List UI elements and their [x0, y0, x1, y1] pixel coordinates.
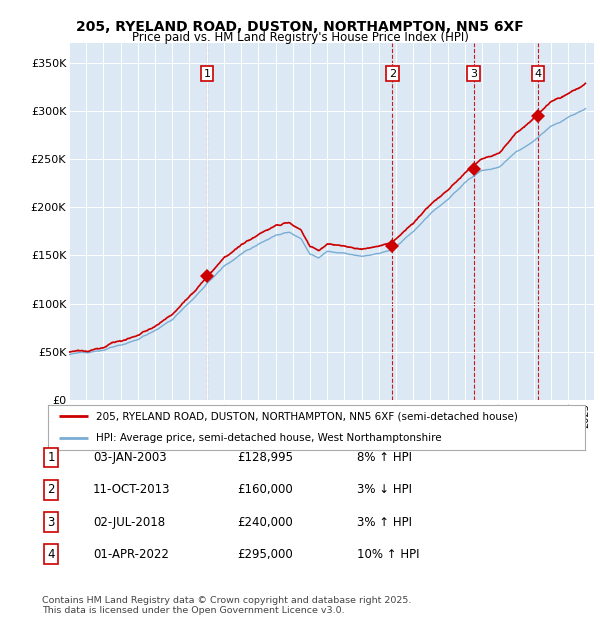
Text: 205, RYELAND ROAD, DUSTON, NORTHAMPTON, NN5 6XF (semi-detached house): 205, RYELAND ROAD, DUSTON, NORTHAMPTON, … [97, 411, 518, 421]
Text: £295,000: £295,000 [237, 548, 293, 560]
Text: 10% ↑ HPI: 10% ↑ HPI [357, 548, 419, 560]
Text: 3% ↑ HPI: 3% ↑ HPI [357, 516, 412, 528]
Text: 4: 4 [47, 548, 55, 560]
Text: 02-JUL-2018: 02-JUL-2018 [93, 516, 165, 528]
Text: 1: 1 [203, 69, 211, 79]
Text: 4: 4 [535, 69, 542, 79]
Text: Price paid vs. HM Land Registry's House Price Index (HPI): Price paid vs. HM Land Registry's House … [131, 31, 469, 44]
Text: 1: 1 [47, 451, 55, 464]
Text: 01-APR-2022: 01-APR-2022 [93, 548, 169, 560]
Text: 3% ↓ HPI: 3% ↓ HPI [357, 484, 412, 496]
Text: 3: 3 [470, 69, 477, 79]
Text: Contains HM Land Registry data © Crown copyright and database right 2025.
This d: Contains HM Land Registry data © Crown c… [42, 596, 412, 615]
Text: 205, RYELAND ROAD, DUSTON, NORTHAMPTON, NN5 6XF: 205, RYELAND ROAD, DUSTON, NORTHAMPTON, … [76, 20, 524, 34]
Text: 2: 2 [47, 484, 55, 496]
Text: 11-OCT-2013: 11-OCT-2013 [93, 484, 170, 496]
Text: £128,995: £128,995 [237, 451, 293, 464]
Text: 8% ↑ HPI: 8% ↑ HPI [357, 451, 412, 464]
Text: 2: 2 [389, 69, 396, 79]
Text: £160,000: £160,000 [237, 484, 293, 496]
Text: 03-JAN-2003: 03-JAN-2003 [93, 451, 167, 464]
Text: £240,000: £240,000 [237, 516, 293, 528]
Text: HPI: Average price, semi-detached house, West Northamptonshire: HPI: Average price, semi-detached house,… [97, 433, 442, 443]
Text: 3: 3 [47, 516, 55, 528]
